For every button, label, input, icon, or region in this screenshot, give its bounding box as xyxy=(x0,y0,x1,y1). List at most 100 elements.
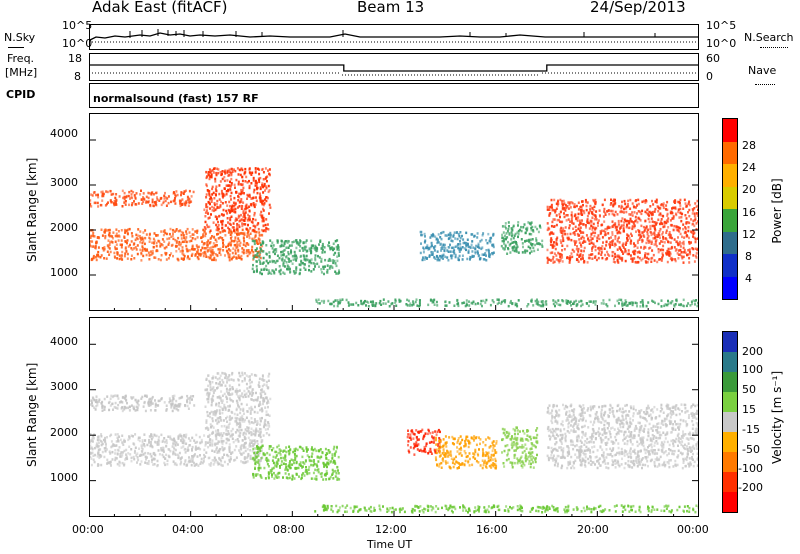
vel-ytick-3000: 3000 xyxy=(50,380,78,393)
freq-line xyxy=(90,64,699,72)
nsky-strip-frame xyxy=(89,24,699,50)
power-ylabel: Slant Range [km] xyxy=(25,157,39,262)
nave-tick-high: 60 xyxy=(706,52,720,65)
xaxis-label: Time UT xyxy=(367,538,413,551)
power-cbar-tick-4: 4 xyxy=(745,272,752,285)
echo-region xyxy=(89,227,264,262)
colorbar-segment xyxy=(723,231,737,254)
power-panel xyxy=(89,113,699,311)
xtick-2000: 20:00 xyxy=(577,523,609,536)
echo-region xyxy=(434,435,498,470)
vel-cbar-tick-m15: -15 xyxy=(742,423,760,436)
colorbar-segment xyxy=(723,491,737,512)
power-cbar-tick-12: 12 xyxy=(742,228,756,241)
vel-cbar-tick-100: 100 xyxy=(742,363,763,376)
xtick-0000: 00:00 xyxy=(72,523,104,536)
echo-region xyxy=(251,444,341,481)
power-ytick-3000: 3000 xyxy=(50,176,78,189)
vel-cbar-tick-m200: -200 xyxy=(738,481,763,494)
xtick-1200: 12:00 xyxy=(375,523,407,536)
freq-strip-frame xyxy=(89,53,699,81)
echo-region xyxy=(546,198,699,264)
nsky-spikes xyxy=(129,29,656,38)
vel-ytick-4000: 4000 xyxy=(50,335,78,348)
nave-dots xyxy=(92,72,696,76)
colorbar-segment xyxy=(723,471,737,492)
nsearch-label: N.Search xyxy=(744,31,794,44)
nsky-tick-low: 10^0 xyxy=(62,37,93,50)
power-ytick-1000: 1000 xyxy=(50,266,78,279)
echo-region xyxy=(204,371,272,438)
vel-cbar-tick-200: 200 xyxy=(742,345,763,358)
date-title: 24/Sep/2013 xyxy=(590,0,686,16)
colorbar-segment xyxy=(723,431,737,452)
colorbar-segment xyxy=(723,164,737,187)
nave-legend-line xyxy=(755,84,775,85)
vel-ytick-1000: 1000 xyxy=(50,471,78,484)
cpid-text: normalsound (fast) 157 RF xyxy=(93,92,259,105)
vel-cbar-tick-m100: -100 xyxy=(738,462,763,475)
nsearch-tick-low: 10^0 xyxy=(706,37,737,50)
power-cbar-tick-20: 20 xyxy=(742,183,756,196)
nave-tick-low: 0 xyxy=(706,70,713,83)
freq-label: Freq. xyxy=(7,52,35,65)
echo-region xyxy=(314,504,699,514)
cpid-strip-frame xyxy=(89,83,699,108)
xtick-2400: 00:00 xyxy=(677,523,709,536)
power-cbar-tick-24: 24 xyxy=(742,161,756,174)
colorbar-segment xyxy=(723,332,737,352)
freq-tick-low: 8 xyxy=(74,70,81,83)
velocity-echoes xyxy=(89,371,699,514)
echo-region xyxy=(89,394,196,413)
colorbar-segment xyxy=(723,351,737,372)
echo-region xyxy=(203,167,272,233)
echo-region xyxy=(546,403,699,470)
power-cbar-tick-8: 8 xyxy=(745,250,752,263)
power-frame-top xyxy=(89,113,699,311)
power-cbar-tick-28: 28 xyxy=(742,139,756,152)
velocity-panel xyxy=(89,317,699,517)
colorbar-segment xyxy=(723,209,737,232)
velocity-frame xyxy=(89,317,699,517)
colorbar-segment xyxy=(723,254,737,277)
nsky-legend-line xyxy=(8,47,24,48)
cpid-label: CPID xyxy=(6,88,36,101)
vel-ytick-2000: 2000 xyxy=(50,426,78,439)
xtick-0400: 04:00 xyxy=(172,523,204,536)
nsky-label: N.Sky xyxy=(4,31,36,44)
colorbar-segment xyxy=(723,411,737,432)
power-echoes xyxy=(89,167,699,308)
vel-ylabel: Slant Range [km] xyxy=(25,362,39,467)
station-title: Adak East (fitACF) xyxy=(92,0,228,16)
vel-cbar-tick-50: 50 xyxy=(742,383,756,396)
nsearch-legend-line xyxy=(760,47,788,48)
velocity-frame-top xyxy=(89,317,699,517)
echo-region xyxy=(419,230,495,262)
colorbar-segment xyxy=(723,371,737,392)
power-colorbar xyxy=(722,118,738,300)
freq-tick-high: 18 xyxy=(68,52,82,65)
echo-region xyxy=(501,426,539,469)
power-ytick-4000: 4000 xyxy=(50,127,78,140)
power-cbar-label: Power [dB] xyxy=(770,178,784,244)
colorbar-segment xyxy=(723,451,737,472)
colorbar-segment xyxy=(723,119,737,142)
nsearch-tick-high: 10^5 xyxy=(706,19,737,32)
nsky-tick-high: 10^5 xyxy=(62,19,93,32)
velocity-colorbar xyxy=(722,331,738,513)
beam-title: Beam 13 xyxy=(357,0,425,16)
colorbar-segment xyxy=(723,186,737,209)
vel-cbar-label: Velocity [m s⁻¹] xyxy=(770,370,784,464)
colorbar-segment xyxy=(723,141,737,164)
freq-unit: [MHz] xyxy=(5,66,38,79)
echo-region xyxy=(89,189,195,208)
echo-region xyxy=(315,298,699,308)
echo-region xyxy=(251,239,341,276)
xtick-1600: 16:00 xyxy=(476,523,508,536)
vel-cbar-tick-m50: -50 xyxy=(742,443,760,456)
xtick-0800: 08:00 xyxy=(273,523,305,536)
nave-label: Nave xyxy=(748,64,777,77)
nsky-line xyxy=(89,32,698,41)
power-cbar-tick-16: 16 xyxy=(742,206,756,219)
